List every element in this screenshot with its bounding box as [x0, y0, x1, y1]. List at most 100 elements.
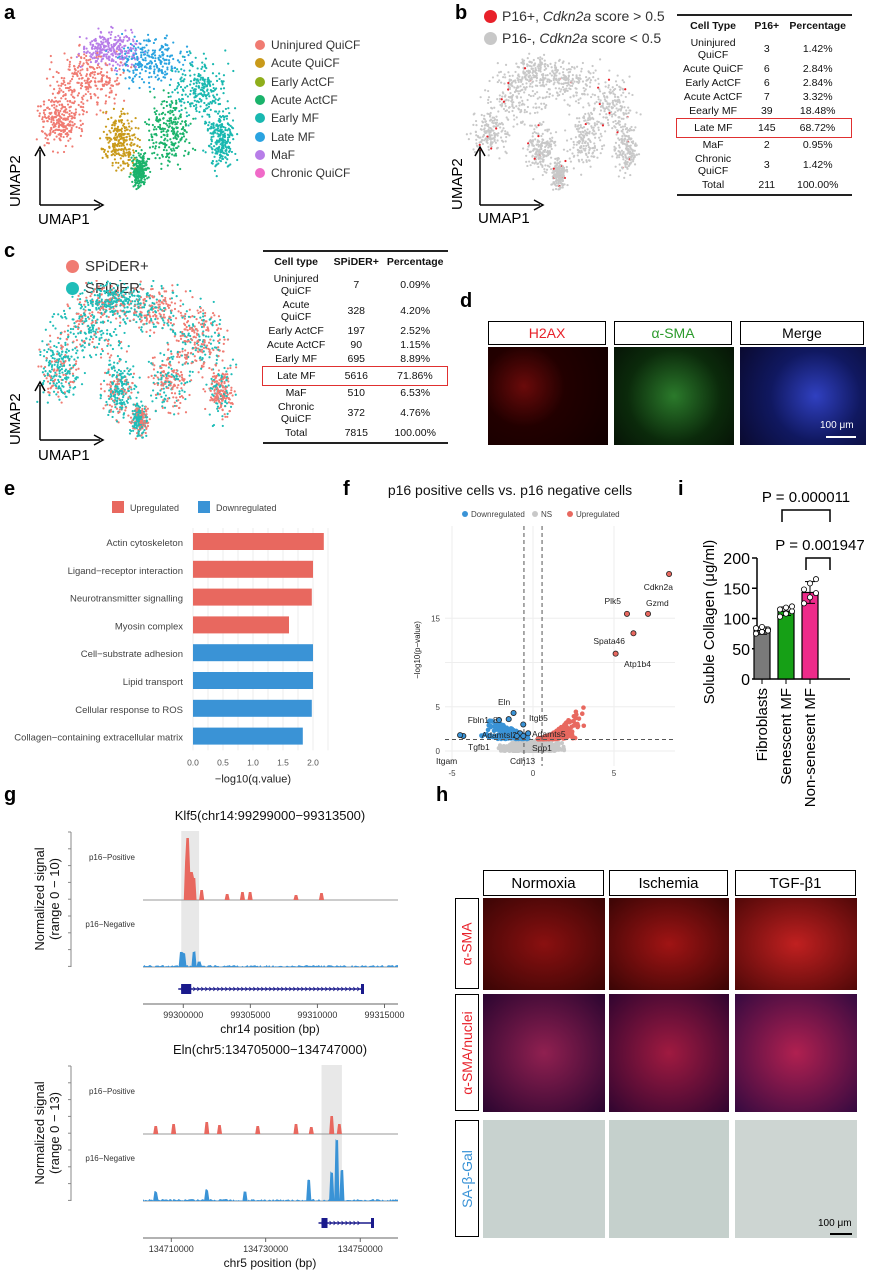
- umap-point: [162, 106, 165, 110]
- umap-point: [518, 104, 521, 107]
- umap-point: [65, 135, 69, 138]
- umap-point: [202, 334, 205, 337]
- umap-point: [176, 350, 180, 353]
- umap-point: [173, 401, 176, 404]
- umap-point: [203, 63, 206, 66]
- umap-point: [162, 122, 166, 125]
- umap-point: [588, 104, 591, 107]
- umap-point: [64, 144, 67, 148]
- umap-point: [161, 359, 164, 363]
- umap-point: [589, 72, 592, 75]
- umap-point: [546, 80, 549, 83]
- umap-point: [103, 36, 106, 40]
- umap-point: [593, 122, 596, 125]
- umap-b: UMAP2 UMAP1: [450, 52, 642, 227]
- umap-point: [100, 60, 103, 63]
- umap-point: [128, 70, 131, 73]
- umap-point: [122, 71, 125, 74]
- umap-point: [189, 62, 192, 65]
- umap-point: [58, 123, 61, 126]
- umap-point: [68, 82, 71, 85]
- umap-point: [543, 85, 546, 88]
- umap-point: [165, 154, 169, 158]
- umap-point: [60, 368, 63, 371]
- umap-point: [507, 85, 510, 88]
- umap-point: [487, 145, 490, 149]
- umap-point: [125, 35, 129, 39]
- umap-point: [79, 105, 82, 108]
- umap-point: [126, 162, 129, 165]
- umap-point: [581, 142, 584, 145]
- umap-point: [138, 86, 141, 90]
- umap-point: [181, 73, 184, 76]
- umap-point: [199, 105, 202, 108]
- umap-point: [480, 124, 483, 128]
- umap-point: [85, 37, 88, 40]
- umap-point: [76, 66, 80, 69]
- umap-point: [91, 44, 94, 48]
- umap-point: [69, 380, 72, 383]
- umap-point: [49, 54, 52, 58]
- umap-point: [505, 116, 508, 119]
- umap-point: [539, 152, 542, 155]
- umap-point: [628, 75, 631, 78]
- umap-point: [78, 126, 81, 130]
- umap-point: [126, 64, 130, 68]
- umap-point: [118, 144, 121, 148]
- umap-point: [218, 153, 221, 157]
- umap-point: [546, 130, 549, 133]
- umap-point: [625, 140, 628, 144]
- umap-point: [158, 54, 161, 57]
- umap-point: [613, 125, 616, 128]
- table-cell: 6: [763, 63, 770, 75]
- umap-point: [123, 382, 126, 385]
- umap-point: [624, 88, 627, 91]
- umap-point: [129, 372, 133, 376]
- umap-point: [580, 70, 583, 73]
- umap-point: [202, 309, 205, 312]
- umap-point: [138, 154, 141, 157]
- umap-point: [138, 181, 142, 184]
- umap-point: [163, 406, 167, 409]
- umap-point: [97, 307, 100, 310]
- umap-point: [491, 137, 494, 140]
- umap-point: [146, 177, 149, 180]
- umap-point: [82, 106, 85, 109]
- umap-point: [582, 86, 585, 90]
- umap-point: [44, 370, 47, 373]
- umap-point: [174, 108, 177, 111]
- umap-point: [165, 72, 169, 75]
- umap-point: [204, 407, 207, 411]
- umap-point: [506, 118, 509, 121]
- legend-dot: [255, 149, 265, 160]
- umap-point: [583, 89, 586, 93]
- umap-point: [639, 113, 642, 116]
- umap-point: [100, 387, 103, 390]
- umap-point: [77, 103, 80, 107]
- umap-point: [119, 43, 122, 46]
- umap-point: [504, 130, 507, 133]
- umap-point: [232, 69, 235, 73]
- umap-point: [124, 154, 127, 157]
- umap-point: [519, 121, 523, 124]
- umap-point: [208, 350, 211, 353]
- umap-point: [547, 146, 550, 149]
- umap-point: [166, 134, 169, 138]
- umap-point: [151, 152, 154, 155]
- umap-point: [559, 65, 563, 69]
- umap-point: [183, 58, 187, 62]
- umap-point: [161, 72, 164, 75]
- umap-point: [216, 112, 220, 115]
- umap-point: [610, 115, 614, 118]
- umap-point: [523, 72, 526, 75]
- umap-point: [208, 366, 211, 370]
- umap-point: [118, 402, 121, 405]
- umap-point: [105, 136, 108, 139]
- umap-point: [72, 387, 75, 390]
- umap-point: [132, 149, 135, 152]
- umap-point: [189, 341, 192, 344]
- umap-point: [153, 96, 156, 99]
- umap-point: [579, 124, 582, 127]
- umap-point: [184, 349, 187, 352]
- umap-point: [210, 142, 213, 146]
